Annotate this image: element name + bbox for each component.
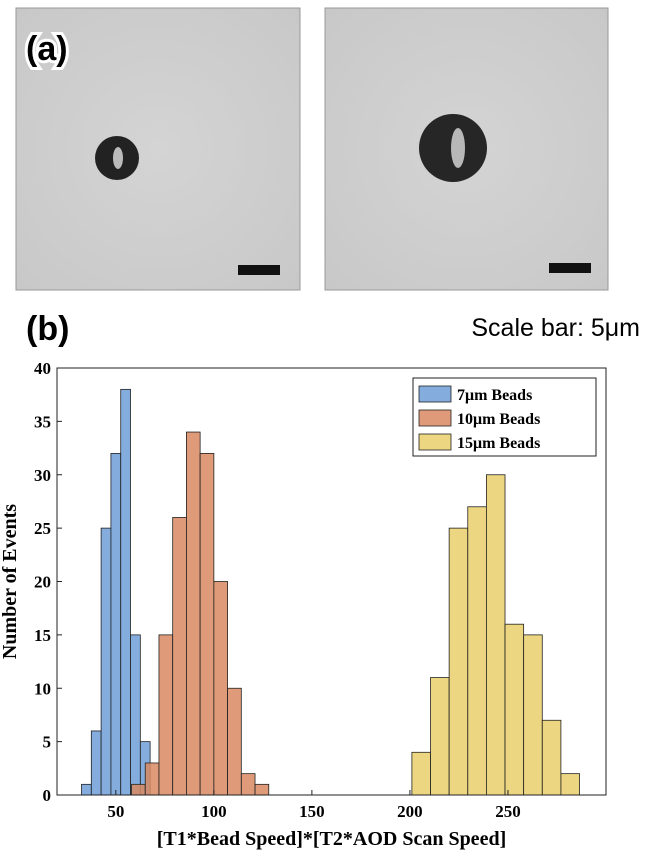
bar <box>411 751 431 796</box>
y-tick-label: 0 <box>43 786 52 805</box>
panel-label-halo: (a) <box>26 30 68 68</box>
legend-label: 10μm Beads <box>457 411 540 428</box>
micrograph-2 <box>324 7 609 291</box>
bar <box>240 773 256 796</box>
micrograph-1 <box>15 7 301 291</box>
y-tick-label: 40 <box>34 359 51 378</box>
panel-label: (b) <box>26 310 69 348</box>
legend: 7μm Beads 10μm Beads 15μm Beads <box>412 377 597 457</box>
x-tick-label: 100 <box>201 802 227 821</box>
x-axis-label: [T1*Bead Speed]*[T2*AOD Scan Speed] <box>157 828 506 850</box>
bar <box>448 527 469 796</box>
bar <box>467 506 487 796</box>
bar <box>430 677 450 796</box>
x-tick-label: 200 <box>397 802 423 821</box>
bar <box>100 527 112 796</box>
y-axis-label: Number of Events <box>0 504 21 659</box>
bar <box>560 773 580 796</box>
bar <box>485 474 506 796</box>
x-tick-label: 250 <box>495 802 521 821</box>
bar <box>130 634 141 796</box>
legend-swatch <box>418 385 452 403</box>
bar <box>90 730 102 796</box>
bar <box>131 783 146 796</box>
y-tick-label: 20 <box>34 573 51 592</box>
bar <box>504 623 525 796</box>
y-tick-label: 15 <box>34 626 51 645</box>
y-tick-label: 5 <box>43 733 52 752</box>
x-tick-label: 50 <box>107 802 124 821</box>
bar <box>541 719 562 796</box>
x-tick-label: 150 <box>299 802 325 821</box>
bar <box>81 783 92 796</box>
y-tick-label: 10 <box>34 679 51 698</box>
panel-label: (a) <box>26 30 68 68</box>
histogram: 0 5 10 15 20 25 30 35 40 50 100 150 200 250 [T1*Bead S… <box>0 359 607 850</box>
bar <box>227 687 242 796</box>
scale-note: Scale bar: 5μm <box>471 314 640 342</box>
bar <box>144 762 160 796</box>
bar <box>186 431 201 796</box>
bar <box>158 634 174 796</box>
bar <box>213 581 228 796</box>
bar <box>199 452 215 796</box>
bar <box>120 388 131 796</box>
bar <box>172 517 187 796</box>
bar <box>110 452 122 796</box>
legend-label: 7μm Beads <box>457 387 532 404</box>
bar <box>254 783 270 796</box>
y-tick-label: 25 <box>34 519 51 538</box>
legend-label: 15μm Beads <box>457 435 540 452</box>
y-tick-label: 35 <box>34 412 51 431</box>
y-tick-label: 30 <box>34 466 51 485</box>
legend-swatch <box>418 433 452 451</box>
legend-swatch <box>418 409 452 427</box>
bar <box>523 634 543 796</box>
